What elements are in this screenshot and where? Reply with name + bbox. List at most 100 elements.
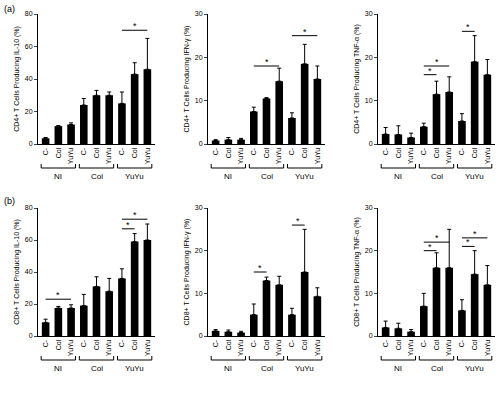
svg-text:Col: Col (395, 339, 402, 350)
svg-text:*: * (296, 216, 300, 226)
svg-text:40: 40 (25, 75, 33, 82)
svg-text:YuYu: YuYu (484, 148, 491, 164)
svg-text:CD4+ T Cells Producing IL-10 (: CD4+ T Cells Producing IL-10 (%) (13, 26, 21, 132)
svg-text:YuYu: YuYu (237, 340, 244, 356)
svg-text:*: * (435, 233, 439, 243)
svg-text:YuYu: YuYu (295, 364, 314, 373)
svg-text:30: 30 (195, 10, 203, 17)
svg-text:0: 0 (199, 140, 203, 147)
svg-text:0: 0 (29, 332, 33, 339)
svg-text:Col: Col (263, 147, 270, 158)
svg-text:*: * (303, 27, 307, 37)
svg-text:Col: Col (55, 147, 62, 158)
svg-text:10: 10 (195, 290, 203, 297)
svg-text:10: 10 (365, 97, 373, 104)
svg-text:20: 20 (195, 54, 203, 61)
svg-text:Col: Col (131, 339, 138, 350)
svg-text:C-: C- (118, 339, 125, 347)
svg-text:Col: Col (263, 339, 270, 350)
svg-text:*: * (435, 57, 439, 67)
svg-text:Col: Col (91, 172, 103, 181)
svg-text:Col: Col (225, 339, 232, 350)
svg-text:10: 10 (365, 290, 373, 297)
svg-text:*: * (126, 220, 130, 230)
svg-text:C-: C- (420, 147, 427, 155)
svg-text:CD8+ T Cells Producing TNF-α (: CD8+ T Cells Producing TNF-α (%) (353, 217, 361, 327)
svg-text:YuYu: YuYu (125, 364, 144, 373)
svg-text:(a): (a) (4, 4, 15, 14)
svg-text:C-: C- (382, 339, 389, 347)
svg-text:C-: C- (382, 147, 389, 155)
svg-text:NI: NI (394, 172, 402, 181)
svg-text:CD4+ T Cells Producing IFN-γ (: CD4+ T Cells Producing IFN-γ (%) (183, 26, 191, 133)
svg-text:YuYu: YuYu (237, 148, 244, 164)
svg-text:C-: C- (80, 147, 87, 155)
svg-text:Col: Col (433, 339, 440, 350)
svg-text:C-: C- (250, 147, 257, 155)
svg-text:C-: C- (42, 339, 49, 347)
svg-text:20: 20 (25, 108, 33, 115)
svg-text:60: 60 (25, 236, 33, 243)
svg-text:YuYu: YuYu (67, 148, 74, 164)
svg-text:CD8+ T Cells Producing IL-10 (: CD8+ T Cells Producing IL-10 (%) (13, 219, 21, 325)
svg-text:C-: C- (250, 339, 257, 347)
svg-text:*: * (56, 290, 60, 300)
svg-text:Col: Col (261, 172, 273, 181)
svg-text:YuYu: YuYu (484, 340, 491, 356)
svg-text:Col: Col (301, 339, 308, 350)
svg-text:40: 40 (25, 268, 33, 275)
svg-text:*: * (428, 242, 432, 252)
svg-text:YuYu: YuYu (314, 148, 321, 164)
svg-text:C-: C- (458, 147, 465, 155)
svg-text:YuYu: YuYu (465, 364, 484, 373)
svg-text:YuYu: YuYu (67, 340, 74, 356)
svg-text:Col: Col (395, 147, 402, 158)
svg-text:80: 80 (25, 204, 33, 211)
svg-text:*: * (466, 237, 470, 247)
svg-text:YuYu: YuYu (144, 148, 151, 164)
svg-text:Col: Col (431, 172, 443, 181)
svg-text:NI: NI (54, 172, 62, 181)
svg-text:C-: C- (288, 147, 295, 155)
svg-text:Col: Col (261, 364, 273, 373)
svg-text:20: 20 (25, 300, 33, 307)
svg-text:YuYu: YuYu (407, 148, 414, 164)
svg-text:20: 20 (365, 247, 373, 254)
svg-text:*: * (473, 229, 477, 239)
svg-text:C-: C- (288, 339, 295, 347)
svg-text:0: 0 (369, 332, 373, 339)
svg-text:YuYu: YuYu (445, 148, 452, 164)
svg-text:(b): (b) (4, 196, 15, 206)
svg-text:Col: Col (471, 147, 478, 158)
svg-text:YuYu: YuYu (144, 340, 151, 356)
svg-text:*: * (265, 57, 269, 67)
svg-text:30: 30 (365, 10, 373, 17)
svg-text:CD8+ T Cells Producing IFN-γ (: CD8+ T Cells Producing IFN-γ (%) (183, 219, 191, 326)
svg-text:YuYu: YuYu (445, 340, 452, 356)
svg-text:30: 30 (365, 204, 373, 211)
svg-text:C-: C- (118, 147, 125, 155)
svg-text:Col: Col (93, 147, 100, 158)
svg-text:Col: Col (225, 147, 232, 158)
svg-text:C-: C- (212, 147, 219, 155)
svg-text:*: * (428, 66, 432, 76)
svg-text:Col: Col (93, 339, 100, 350)
svg-text:Col: Col (433, 147, 440, 158)
svg-text:Col: Col (91, 364, 103, 373)
svg-text:C-: C- (42, 147, 49, 155)
svg-text:Col: Col (301, 147, 308, 158)
svg-text:Col: Col (471, 339, 478, 350)
svg-text:*: * (133, 21, 137, 31)
svg-text:80: 80 (25, 10, 33, 17)
svg-text:YuYu: YuYu (314, 340, 321, 356)
svg-text:YuYu: YuYu (105, 148, 112, 164)
svg-text:YuYu: YuYu (407, 340, 414, 356)
svg-text:Col: Col (55, 339, 62, 350)
svg-text:YuYu: YuYu (295, 172, 314, 181)
svg-text:YuYu: YuYu (105, 340, 112, 356)
svg-text:Col: Col (431, 364, 443, 373)
svg-text:20: 20 (365, 54, 373, 61)
svg-text:0: 0 (199, 332, 203, 339)
svg-text:YuYu: YuYu (125, 172, 144, 181)
svg-text:NI: NI (224, 364, 232, 373)
